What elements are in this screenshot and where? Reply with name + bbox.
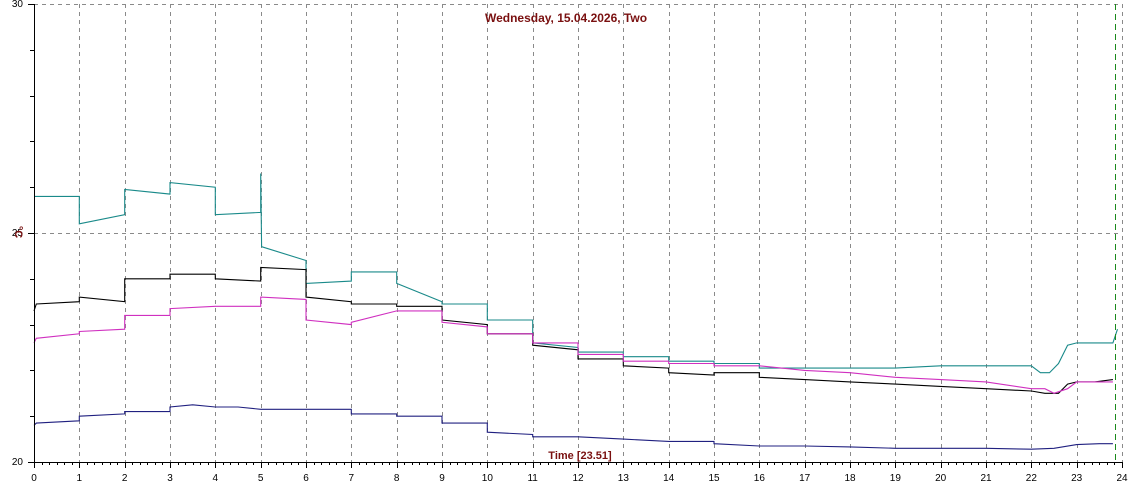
- x-tick-label-6: 6: [303, 473, 309, 484]
- x-tick-label-9: 9: [439, 473, 445, 484]
- x-tick-label-18: 18: [844, 473, 856, 484]
- x-tick-label-19: 19: [890, 473, 902, 484]
- y-axis-label: °C: [12, 226, 24, 238]
- y-ticks: 20 25 30: [12, 0, 34, 468]
- x-tick-label-21: 21: [980, 473, 992, 484]
- x-tick-label-14: 14: [663, 473, 675, 484]
- x-tick-label-16: 16: [754, 473, 766, 484]
- series-line-4: [33, 404, 1113, 450]
- x-tick-label-22: 22: [1026, 473, 1038, 484]
- x-tick-label-20: 20: [935, 473, 947, 484]
- x-tick-label-5: 5: [258, 473, 264, 484]
- x-axis-label: Time [23.51]: [548, 450, 612, 462]
- x-tick-label-4: 4: [213, 473, 219, 484]
- x-tick-label-8: 8: [394, 473, 400, 484]
- x-tick-label-1: 1: [77, 473, 83, 484]
- series-line-3: [33, 296, 1113, 394]
- x-ticks: 0 1 2 3 4 5 6 7 8 9 10 11 12 13 14 15 16 17 18 19 20 21 22 23 24: [31, 462, 1128, 484]
- series-group: [33, 173, 1119, 450]
- y-tick-label-20: 20: [12, 457, 24, 468]
- y-tick-label-25: 25: [12, 228, 24, 239]
- x-tick-label-3: 3: [167, 473, 173, 484]
- x-tick-label-2: 2: [122, 473, 128, 484]
- x-tick-label-11: 11: [527, 473, 538, 484]
- x-tick-label-12: 12: [572, 473, 584, 484]
- chart-title: Wednesday, 15.04.2026, Two: [485, 11, 647, 25]
- x-tick-label-24: 24: [1116, 473, 1128, 484]
- x-tick-label-7: 7: [349, 473, 355, 484]
- x-tick-label-0: 0: [31, 473, 37, 484]
- x-tick-label-15: 15: [708, 473, 720, 484]
- grid-lines: [34, 4, 1123, 462]
- x-tick-label-23: 23: [1071, 473, 1083, 484]
- x-tick-label-17: 17: [799, 473, 811, 484]
- x-tick-label-10: 10: [482, 473, 494, 484]
- y-tick-label-30: 30: [12, 0, 24, 10]
- x-tick-label-13: 13: [618, 473, 630, 484]
